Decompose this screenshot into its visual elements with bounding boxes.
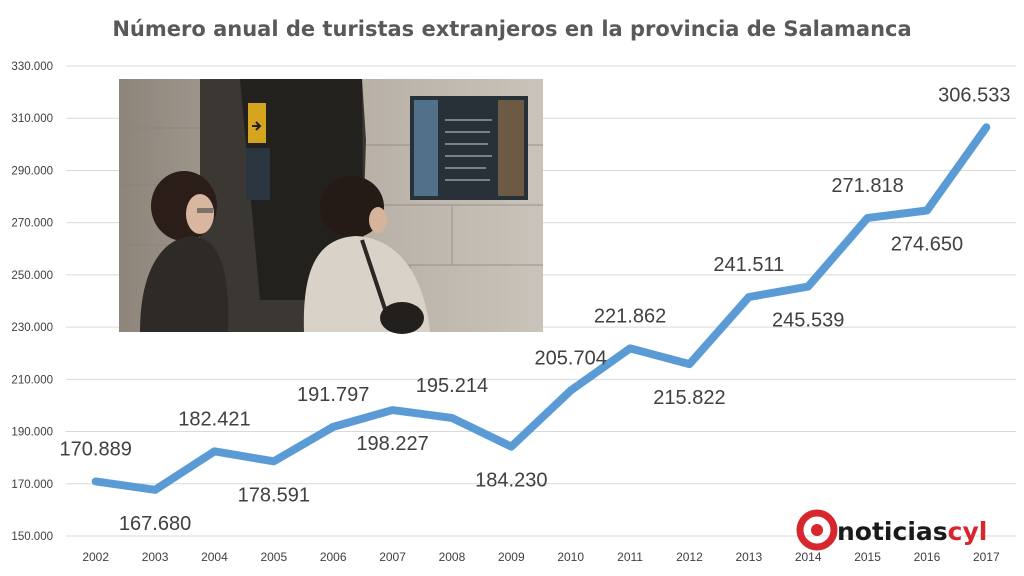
x-tick-label: 2013	[735, 550, 762, 564]
x-tick-label: 2017	[973, 550, 1000, 564]
x-tick-label: 2010	[557, 550, 584, 564]
data-label: 205.704	[535, 348, 607, 370]
data-label: 245.539	[772, 310, 844, 332]
x-tick-label: 2003	[142, 550, 169, 564]
y-tick-label: 250.000	[11, 270, 53, 282]
x-tick-label: 2012	[676, 550, 703, 564]
y-tick-label: 310.000	[11, 113, 53, 125]
y-tick-label: 150.000	[11, 531, 53, 543]
data-label: 167.680	[119, 513, 191, 535]
x-tick-label: 2009	[498, 550, 525, 564]
y-tick-label: 270.000	[11, 218, 53, 230]
chart-title: Número anual de turistas extranjeros en …	[112, 17, 911, 41]
data-label: 306.533	[938, 84, 1010, 106]
logo-circle-icon	[796, 509, 838, 551]
x-tick-label: 2016	[914, 550, 941, 564]
data-label: 215.822	[653, 387, 725, 409]
x-tick-label: 2002	[82, 550, 109, 564]
logo-text-main: noticias	[837, 517, 948, 546]
y-tick-label: 170.000	[11, 479, 53, 491]
data-label: 184.230	[475, 470, 547, 492]
x-axis-ticks: 2002 2003 2004 2005 2006 2007 2008 2009 2010 2011…	[82, 550, 1000, 564]
noticiascyl-logo: noticiascyl	[796, 509, 987, 551]
x-tick-label: 2015	[854, 550, 881, 564]
series-line	[91, 123, 991, 494]
data-label: 274.650	[891, 234, 963, 256]
x-tick-label: 2007	[379, 550, 406, 564]
x-tick-label: 2011	[617, 550, 643, 564]
data-labels: 170.889 167.680 182.421 178.591 191.797 198.2…	[60, 84, 1011, 535]
tourists-photo	[119, 79, 543, 334]
logo-text-accent: cyl	[948, 517, 988, 546]
svg-text:noticiascyl: noticiascyl	[837, 517, 987, 546]
x-tick-label: 2014	[795, 550, 822, 564]
data-label: 271.818	[831, 175, 903, 197]
data-label: 191.797	[297, 384, 369, 406]
data-label: 178.591	[238, 484, 310, 506]
y-tick-label: 210.000	[11, 374, 53, 386]
data-label: 221.862	[594, 305, 666, 327]
data-label: 170.889	[60, 438, 132, 460]
data-label: 241.511	[713, 254, 784, 276]
data-label: 182.421	[178, 408, 250, 430]
x-tick-label: 2008	[439, 550, 466, 564]
y-tick-label: 330.000	[11, 61, 53, 73]
x-tick-label: 2004	[201, 550, 228, 564]
data-label: 195.214	[416, 375, 488, 397]
data-label: 198.227	[356, 433, 428, 455]
y-tick-label: 290.000	[11, 165, 53, 177]
y-axis-ticks: 150.000 170.000 190.000 210.000 230.000 250.0…	[11, 61, 53, 543]
y-tick-label: 190.000	[11, 427, 53, 439]
y-tick-label: 230.000	[11, 322, 53, 334]
x-tick-label: 2005	[260, 550, 287, 564]
x-tick-label: 2006	[320, 550, 347, 564]
